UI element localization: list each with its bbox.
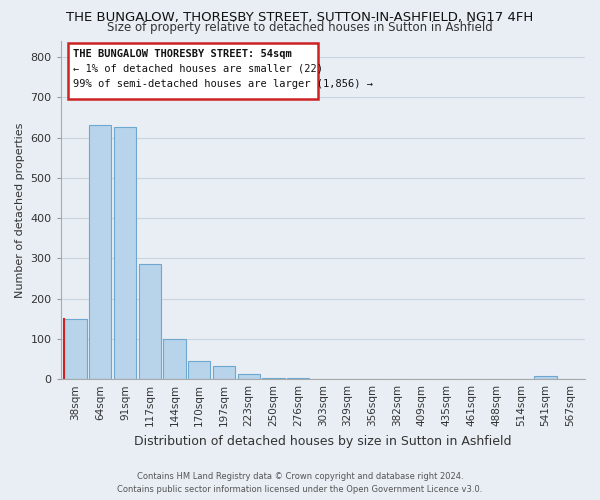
Bar <box>238 374 260 379</box>
Bar <box>89 124 112 379</box>
Text: THE BUNGALOW THORESBY STREET: 54sqm: THE BUNGALOW THORESBY STREET: 54sqm <box>73 49 292 59</box>
Text: ← 1% of detached houses are smaller (22): ← 1% of detached houses are smaller (22) <box>73 64 323 74</box>
FancyBboxPatch shape <box>68 43 318 100</box>
Bar <box>114 127 136 379</box>
Bar <box>64 319 86 379</box>
Bar <box>163 338 185 379</box>
Bar <box>535 376 557 379</box>
Text: THE BUNGALOW, THORESBY STREET, SUTTON-IN-ASHFIELD, NG17 4FH: THE BUNGALOW, THORESBY STREET, SUTTON-IN… <box>67 11 533 24</box>
Text: 99% of semi-detached houses are larger (1,856) →: 99% of semi-detached houses are larger (… <box>73 79 373 89</box>
Text: Size of property relative to detached houses in Sutton in Ashfield: Size of property relative to detached ho… <box>107 21 493 34</box>
Bar <box>213 366 235 379</box>
Bar <box>287 378 309 379</box>
Text: Contains HM Land Registry data © Crown copyright and database right 2024.
Contai: Contains HM Land Registry data © Crown c… <box>118 472 482 494</box>
Bar <box>188 360 211 379</box>
Y-axis label: Number of detached properties: Number of detached properties <box>15 122 25 298</box>
Bar <box>139 264 161 379</box>
Bar <box>262 378 284 379</box>
X-axis label: Distribution of detached houses by size in Sutton in Ashfield: Distribution of detached houses by size … <box>134 434 512 448</box>
